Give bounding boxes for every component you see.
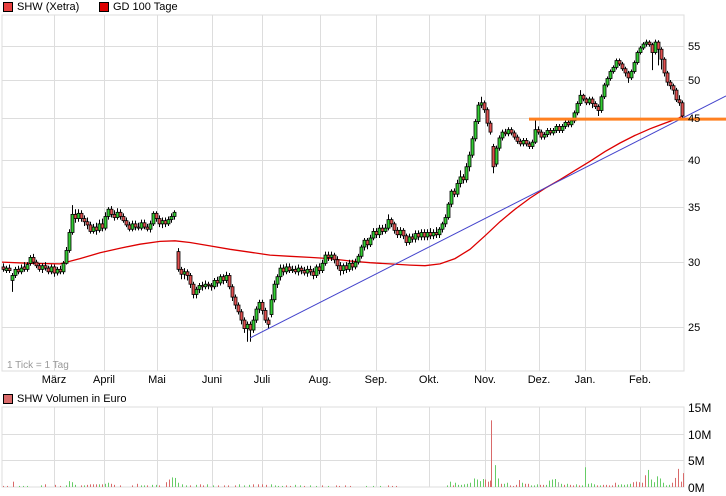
volume-tick-label: 5M [688,454,705,468]
month-tick-label: Okt. [419,374,439,386]
ma-legend-swatch [99,2,109,12]
price-tick-label: 25 [688,322,700,334]
price-tick-label: 50 [688,75,700,87]
month-tick-label: Juli [254,374,271,386]
price-legend: SHW (Xetra) [3,1,79,13]
volume-tick-label: 0M [688,481,705,495]
month-tick-label: Feb. [629,374,651,386]
price-tick-label: 45 [688,113,700,125]
price-tick-label: 55 [688,41,700,53]
month-tick-label: April [93,374,115,386]
price-axis-labels: 55 50 45 40 35 30 25 [688,41,700,334]
volume-legend-label: SHW Volumen in Euro [17,393,127,405]
price-panel-grid [1,14,685,372]
price-tick-label: 40 [688,155,700,167]
volume-legend-swatch [3,394,13,404]
price-tick-label: 35 [688,202,700,214]
price-legend-label: SHW (Xetra) [17,1,80,13]
ma-legend-label: GD 100 Tage [113,1,178,13]
volume-tick-label: 15M [688,401,711,415]
tick-note: 1 Tick = 1 Tag [7,360,69,371]
volume-legend: SHW Volumen in Euro [3,393,126,405]
month-tick-label: März [42,374,66,386]
month-tick-label: Aug. [309,374,332,386]
volume-tick-label: 10M [688,428,711,442]
ma-legend: GD 100 Tage [99,1,178,13]
month-tick-label: Juni [202,374,222,386]
month-axis-labels: März April Mai Juni Juli Aug. Sep. Okt. Nov. Dez.… [42,374,651,386]
month-tick-label: Dez. [528,374,551,386]
price-legend-swatch [3,2,13,12]
volume-bars [3,420,684,487]
month-tick-label: Jan. [575,374,596,386]
trendline [249,95,726,339]
moving-average-line [1,114,685,267]
month-tick-label: Sep. [365,374,388,386]
candlestick-series [1,39,685,342]
volume-panel-grid [1,406,685,488]
month-tick-label: Nov. [474,374,496,386]
month-tick-label: Mai [148,374,166,386]
price-tick-label: 30 [688,257,700,269]
volume-axis-labels: 15M 10M 5M 0M [688,401,711,495]
